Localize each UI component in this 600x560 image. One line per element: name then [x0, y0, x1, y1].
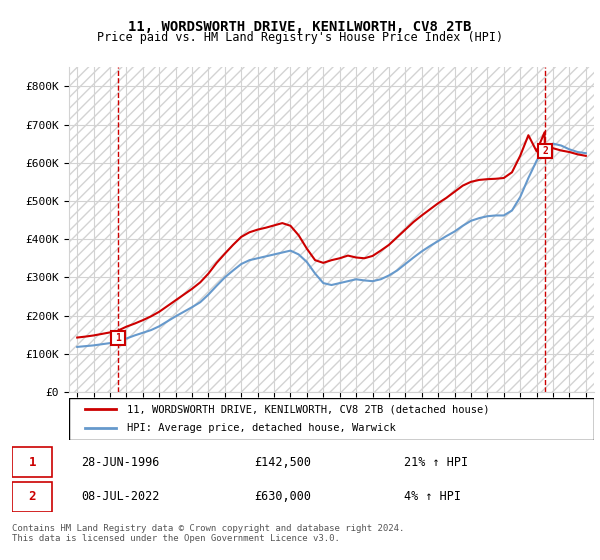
Text: Contains HM Land Registry data © Crown copyright and database right 2024.
This d: Contains HM Land Registry data © Crown c… [12, 524, 404, 543]
Text: 4% ↑ HPI: 4% ↑ HPI [404, 491, 461, 503]
Text: £142,500: £142,500 [254, 455, 311, 469]
Text: £630,000: £630,000 [254, 491, 311, 503]
FancyBboxPatch shape [12, 447, 52, 477]
FancyBboxPatch shape [12, 482, 52, 512]
Text: 11, WORDSWORTH DRIVE, KENILWORTH, CV8 2TB (detached house): 11, WORDSWORTH DRIVE, KENILWORTH, CV8 2T… [127, 404, 489, 414]
FancyBboxPatch shape [69, 398, 594, 440]
Text: 08-JUL-2022: 08-JUL-2022 [81, 491, 160, 503]
Text: 1: 1 [115, 333, 121, 343]
Text: 11, WORDSWORTH DRIVE, KENILWORTH, CV8 2TB: 11, WORDSWORTH DRIVE, KENILWORTH, CV8 2T… [128, 20, 472, 34]
Text: 1: 1 [28, 455, 36, 469]
Text: 21% ↑ HPI: 21% ↑ HPI [404, 455, 468, 469]
Text: Price paid vs. HM Land Registry's House Price Index (HPI): Price paid vs. HM Land Registry's House … [97, 31, 503, 44]
Text: HPI: Average price, detached house, Warwick: HPI: Average price, detached house, Warw… [127, 423, 395, 433]
Text: 28-JUN-1996: 28-JUN-1996 [81, 455, 160, 469]
Text: 2: 2 [28, 491, 36, 503]
Text: 2: 2 [542, 146, 548, 156]
